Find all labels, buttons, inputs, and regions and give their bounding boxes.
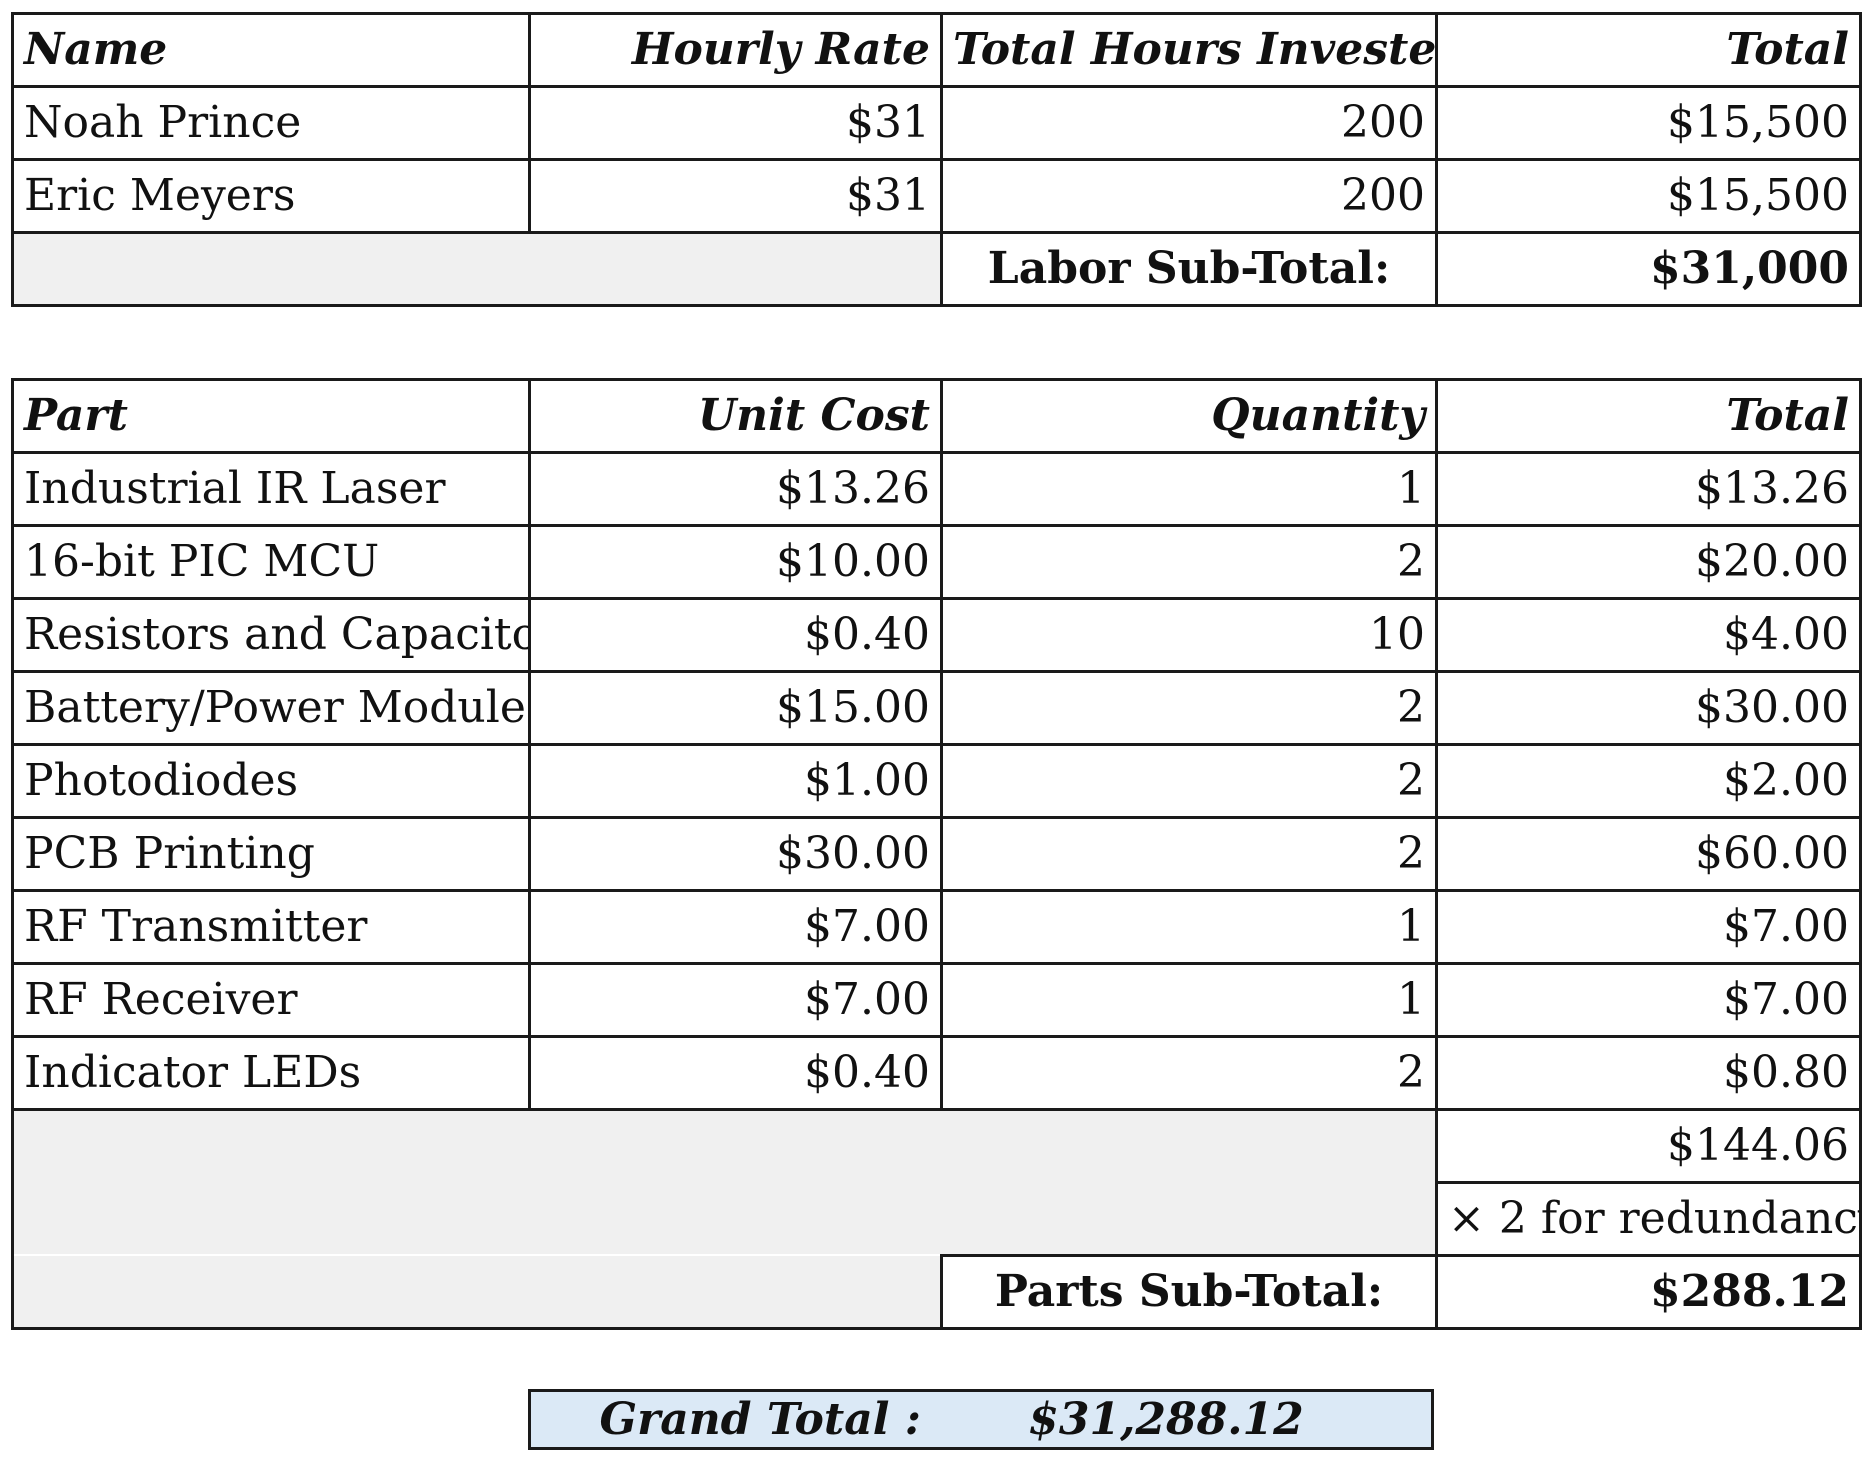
parts-subtotal-value: $288.12 (1435, 1254, 1862, 1330)
table-row: RF Receiver $7.00 1 $7.00 (11, 962, 1862, 1038)
header-unit-cost: Unit Cost (528, 378, 943, 454)
part-quantity: 2 (940, 743, 1438, 819)
table-row: Industrial IR Laser $13.26 1 $13.26 (11, 451, 1862, 527)
part-unit-cost: $13.26 (528, 451, 943, 527)
part-name: 16-bit PIC MCU (11, 524, 531, 600)
part-name: Photodiodes (11, 743, 531, 819)
parts-redundancy-row: × 2 for redundancy: (11, 1181, 1862, 1257)
table-row: Resistors and Capacitors $0.40 10 $4.00 (11, 597, 1862, 673)
blank-shaded-cell (11, 1255, 943, 1330)
header-part: Part (11, 378, 531, 454)
table-row: Battery/Power Module $15.00 2 $30.00 (11, 670, 1862, 746)
part-total: $0.80 (1435, 1035, 1862, 1111)
header-total: Total (1435, 12, 1862, 88)
part-unit-cost: $0.40 (528, 597, 943, 673)
table-row: Noah Prince $31 200 $15,500 (11, 85, 1862, 161)
grand-total-label: Grand Total : (599, 1394, 922, 1445)
labor-rate: $31 (528, 85, 943, 161)
part-unit-cost: $15.00 (528, 670, 943, 746)
part-unit-cost: $7.00 (528, 889, 943, 965)
labor-subtotal-row: Labor Sub-Total: $31,000 (11, 231, 1862, 307)
parts-header-row: Part Unit Cost Quantity Total (11, 378, 1862, 454)
part-quantity: 1 (940, 962, 1438, 1038)
parts-subtotal-label: Parts Sub-Total: (940, 1254, 1438, 1330)
labor-total: $15,500 (1435, 158, 1862, 234)
labor-name: Eric Meyers (11, 158, 531, 234)
part-total: $2.00 (1435, 743, 1862, 819)
table-row: Indicator LEDs $0.40 2 $0.80 (11, 1035, 1862, 1111)
blank-shaded-cell (11, 231, 943, 307)
part-quantity: 1 (940, 451, 1438, 527)
header-quantity: Quantity (940, 378, 1438, 454)
grand-total-value: $31,288.12 (1028, 1394, 1304, 1445)
labor-hours: 200 (940, 85, 1438, 161)
part-total: $4.00 (1435, 597, 1862, 673)
part-total: $30.00 (1435, 670, 1862, 746)
part-unit-cost: $0.40 (528, 1035, 943, 1111)
part-name: PCB Printing (11, 816, 531, 892)
part-total: $20.00 (1435, 524, 1862, 600)
labor-rate: $31 (528, 158, 943, 234)
part-unit-cost: $1.00 (528, 743, 943, 819)
part-name: RF Receiver (11, 962, 531, 1038)
header-name: Name (11, 12, 531, 88)
header-total: Total (1435, 378, 1862, 454)
redundancy-label: × 2 for redundancy: (1435, 1181, 1862, 1257)
blank-shaded-cell (11, 1108, 1438, 1183)
part-quantity: 2 (940, 1035, 1438, 1111)
part-unit-cost: $30.00 (528, 816, 943, 892)
labor-hours: 200 (940, 158, 1438, 234)
table-row: PCB Printing $30.00 2 $60.00 (11, 816, 1862, 892)
labor-total: $15,500 (1435, 85, 1862, 161)
labor-subtotal-label: Labor Sub-Total: (940, 231, 1438, 307)
part-quantity: 2 (940, 670, 1438, 746)
table-row: 16-bit PIC MCU $10.00 2 $20.00 (11, 524, 1862, 600)
labor-table: Name Hourly Rate Total Hours Invested To… (11, 12, 1862, 307)
part-total: $60.00 (1435, 816, 1862, 892)
part-total: $7.00 (1435, 962, 1862, 1038)
table-row: RF Transmitter $7.00 1 $7.00 (11, 889, 1862, 965)
part-quantity: 10 (940, 597, 1438, 673)
part-name: Battery/Power Module (11, 670, 531, 746)
grand-total-box: Grand Total : $31,288.12 (528, 1389, 1434, 1450)
blank-shaded-cell (11, 1182, 1438, 1256)
part-name: Indicator LEDs (11, 1035, 531, 1111)
labor-header-row: Name Hourly Rate Total Hours Invested To… (11, 12, 1862, 88)
header-hourly-rate: Hourly Rate (528, 12, 943, 88)
part-name: Resistors and Capacitors (11, 597, 531, 673)
part-quantity: 2 (940, 816, 1438, 892)
labor-name: Noah Prince (11, 85, 531, 161)
labor-subtotal-value: $31,000 (1435, 231, 1862, 307)
parts-subtotal-row: Parts Sub-Total: $288.12 (11, 1254, 1862, 1330)
part-unit-cost: $10.00 (528, 524, 943, 600)
part-name: RF Transmitter (11, 889, 531, 965)
parts-table: Part Unit Cost Quantity Total Industrial… (11, 378, 1862, 1330)
parts-sum-value: $144.06 (1435, 1108, 1862, 1184)
table-row: Eric Meyers $31 200 $15,500 (11, 158, 1862, 234)
part-name: Industrial IR Laser (11, 451, 531, 527)
part-unit-cost: $7.00 (528, 962, 943, 1038)
part-quantity: 2 (940, 524, 1438, 600)
part-total: $13.26 (1435, 451, 1862, 527)
part-total: $7.00 (1435, 889, 1862, 965)
header-total-hours: Total Hours Invested (940, 12, 1438, 88)
part-quantity: 1 (940, 889, 1438, 965)
parts-sum-row: $144.06 (11, 1108, 1862, 1184)
table-row: Photodiodes $1.00 2 $2.00 (11, 743, 1862, 819)
